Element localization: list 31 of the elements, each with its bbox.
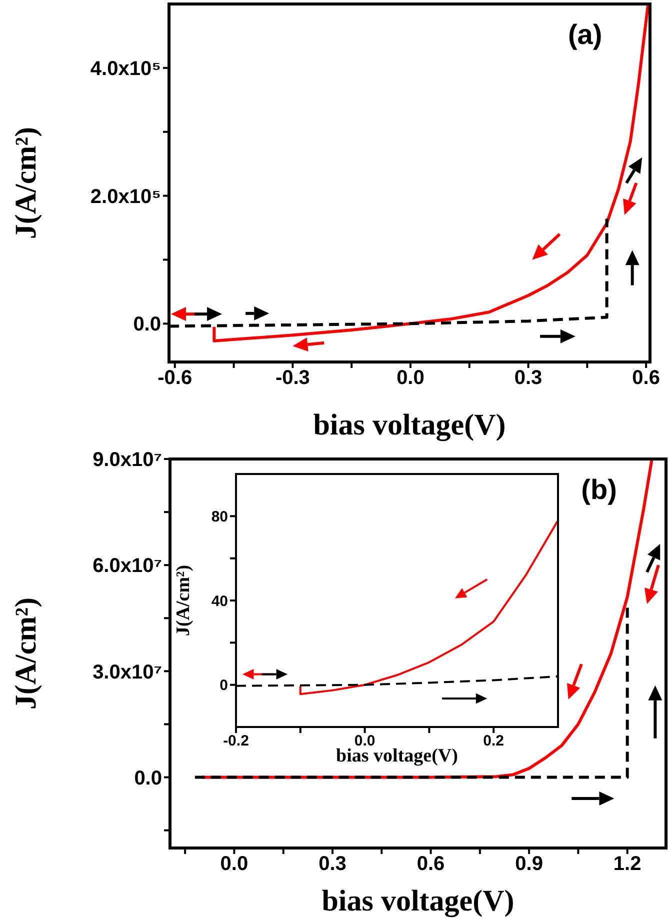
annotation: (b): [581, 474, 617, 505]
line-series: [299, 519, 558, 696]
x-tick-label: -0.6: [158, 367, 192, 390]
y-tick-label: 9.0x10⁷: [92, 449, 162, 472]
x-tick-label: 0.3: [318, 853, 346, 876]
y-tick-label: 6.0x10⁷: [92, 555, 162, 578]
y-axis-title: J(A/cm²): [10, 597, 43, 710]
y-tick-label: 0.0: [134, 767, 162, 790]
x-tick-label: 0.9: [515, 853, 543, 876]
x-tick-label: 0.2: [483, 732, 504, 750]
x-tick-label: 0.3: [514, 367, 542, 390]
x-tick-label: 0.0: [396, 367, 424, 390]
x-tick-label: 1.2: [613, 853, 642, 876]
annotation: (a): [568, 19, 602, 50]
y-tick-label: 2.0x10⁵: [90, 186, 161, 208]
y-tick-label: 80: [211, 508, 228, 526]
y-tick-label: 0.0: [133, 314, 161, 336]
y-axis-title: J(A/cm²): [173, 564, 194, 636]
y-tick-label: 4.0x10⁵: [90, 58, 161, 80]
x-tick-label: 0.6: [632, 367, 660, 390]
x-tick-label: 0.6: [416, 853, 445, 876]
y-axis-title: J(A/cm²): [10, 126, 43, 240]
x-axis-title: bias voltage(V): [322, 884, 514, 918]
x-tick-label: -0.2: [223, 732, 249, 750]
x-tick-label: -0.3: [275, 367, 310, 390]
line-series: [169, 217, 608, 328]
line-series: [212, 4, 650, 342]
y-tick-label: 0: [220, 677, 228, 694]
y-tick-label: 3.0x10⁷: [92, 661, 162, 684]
x-axis-title: bias voltage(V): [313, 408, 506, 442]
y-tick-label: 40: [211, 592, 228, 610]
